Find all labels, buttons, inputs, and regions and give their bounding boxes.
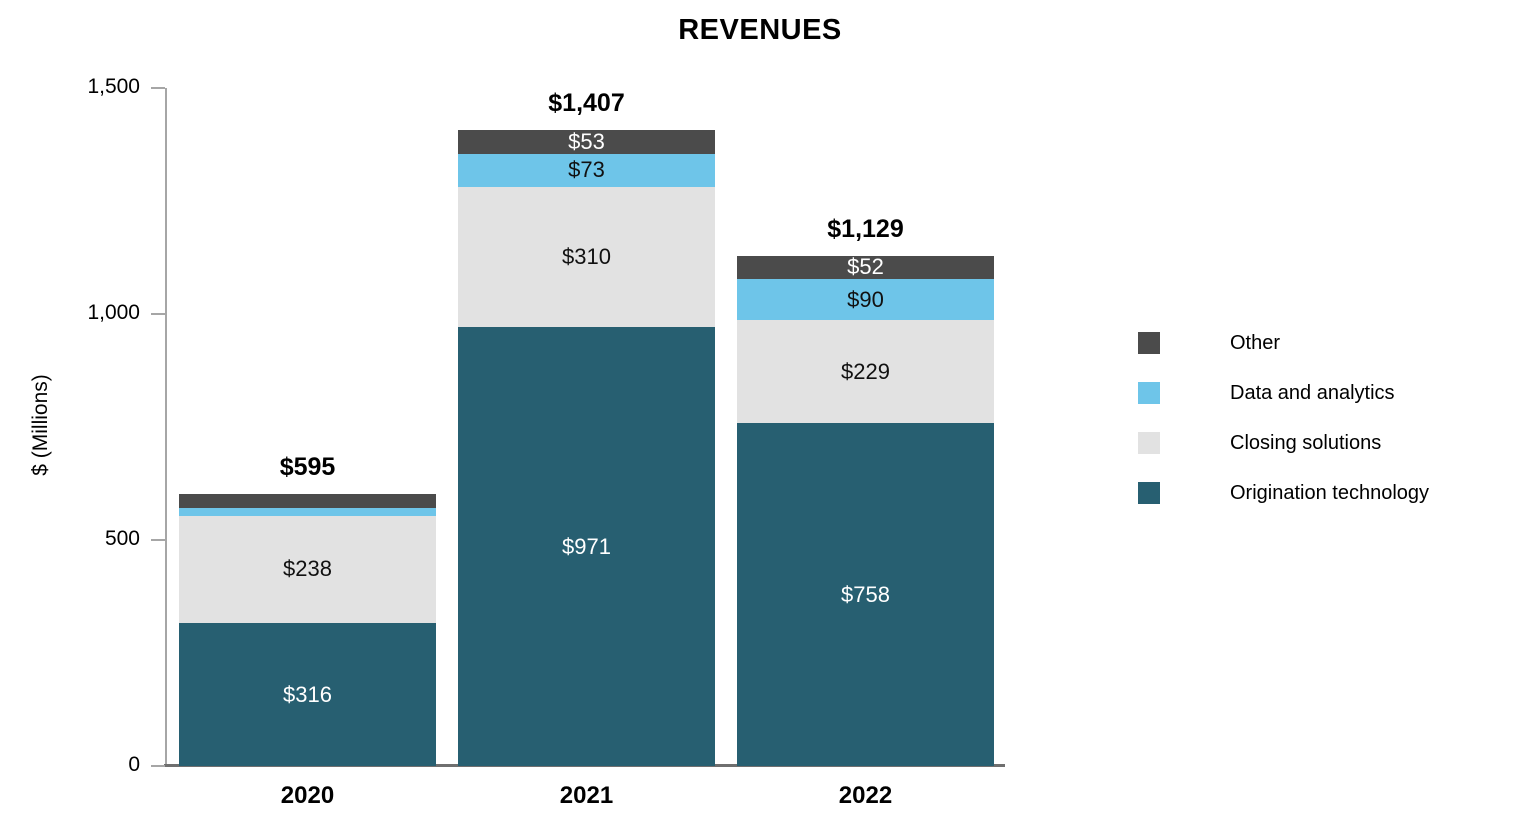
chart-title: REVENUES: [678, 14, 842, 46]
bar-total-label: $1,407: [548, 89, 625, 118]
y-tick-label: 0: [128, 753, 140, 776]
y-tick-mark: [151, 87, 165, 89]
segment-value-label: $53: [568, 129, 605, 154]
bar-segment-other: $52: [737, 254, 994, 280]
y-tick-mark: [151, 765, 165, 767]
segment-value-label: $90: [847, 286, 884, 312]
x-category-label: 2022: [838, 782, 893, 809]
legend-swatch-closing-solutions: [1138, 432, 1160, 454]
x-category-label: 2020: [280, 782, 335, 809]
bar-segment-origination-technology: $758: [737, 423, 994, 766]
legend-item-other: Other: [1138, 330, 1280, 356]
x-category-label: 2021: [559, 782, 614, 809]
bar-segment-data-and-analytics: [179, 507, 436, 516]
bar-segment-other: [179, 494, 436, 508]
bar-segment-origination-technology: $971: [458, 327, 715, 766]
segment-value-label: $971: [562, 533, 611, 559]
legend-swatch-origination-technology: [1138, 482, 1160, 504]
legend-swatch-other: [1138, 332, 1160, 354]
legend-label: Other: [1230, 331, 1281, 354]
bar-segment-other: $53: [458, 130, 715, 154]
bar-segment-closing-solutions: $238: [179, 515, 436, 624]
bar-total-label: $1,129: [827, 214, 904, 243]
y-tick-label: 1,500: [87, 75, 140, 98]
y-tick-mark: [151, 539, 165, 541]
y-tick-label: 1,000: [87, 301, 140, 324]
y-axis-line: [165, 88, 167, 766]
legend-swatch-data-and-analytics: [1138, 382, 1160, 404]
legend: Other Data and analytics Closing solutions…: [1138, 330, 1520, 540]
bar-segment-data-and-analytics: $90: [737, 279, 994, 320]
segment-value-label: $229: [841, 358, 890, 384]
bar-segment-data-and-analytics: $73: [458, 153, 715, 187]
bar-segment-closing-solutions: $310: [458, 186, 715, 328]
legend-label: Closing solutions: [1230, 431, 1382, 454]
segment-value-label: $310: [562, 244, 611, 270]
legend-item-closing-solutions: Closing solutions: [1138, 430, 1381, 456]
bar-segment-closing-solutions: $229: [737, 319, 994, 424]
bar-segment-origination-technology: $316: [179, 623, 436, 766]
legend-label: Data and analytics: [1230, 381, 1395, 404]
segment-value-label: $52: [847, 254, 884, 280]
segment-value-label: $758: [841, 581, 890, 607]
segment-value-label: $73: [568, 157, 605, 183]
legend-item-data-and-analytics: Data and analytics: [1138, 380, 1395, 406]
legend-item-origination-technology: Origination technology: [1138, 480, 1429, 506]
segment-value-label: $238: [283, 556, 332, 582]
y-tick-mark: [151, 313, 165, 315]
y-tick-label: 500: [104, 527, 140, 550]
segment-value-label: $316: [283, 681, 332, 707]
legend-label: Origination technology: [1230, 481, 1430, 504]
bar-total-label: $595: [279, 453, 336, 482]
